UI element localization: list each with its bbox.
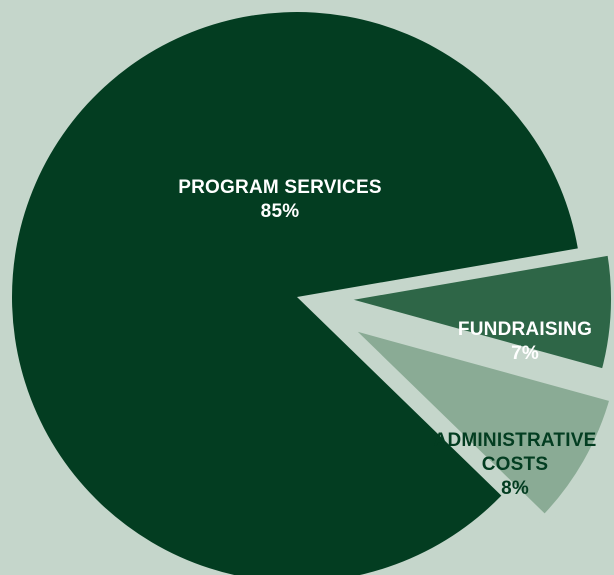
pie-label-administrative-costs: ADMINISTRATIVE COSTS 8% — [434, 430, 597, 499]
slice-name-label: FUNDRAISING — [458, 319, 592, 340]
pie-slice-administrative-costs — [336, 317, 614, 528]
pie-slice-fundraising — [329, 244, 614, 381]
slice-value-label: 8% — [501, 478, 529, 499]
slice-value-label: 7% — [511, 343, 539, 364]
pie-label-program-services: PROGRAM SERVICES 85% — [178, 177, 381, 222]
pie-label-fundraising: FUNDRAISING 7% — [458, 319, 592, 364]
slice-name-label: COSTS — [482, 454, 548, 475]
slice-value-label: 85% — [261, 201, 300, 222]
slice-name-label: PROGRAM SERVICES — [178, 177, 381, 198]
pie-labels: PROGRAM SERVICES 85% FUNDRAISING 7% ADMINIST… — [178, 177, 596, 499]
pie-slice-program-services — [12, 12, 578, 575]
pie-slices — [12, 12, 614, 575]
slice-name-label: ADMINISTRATIVE — [434, 430, 597, 451]
